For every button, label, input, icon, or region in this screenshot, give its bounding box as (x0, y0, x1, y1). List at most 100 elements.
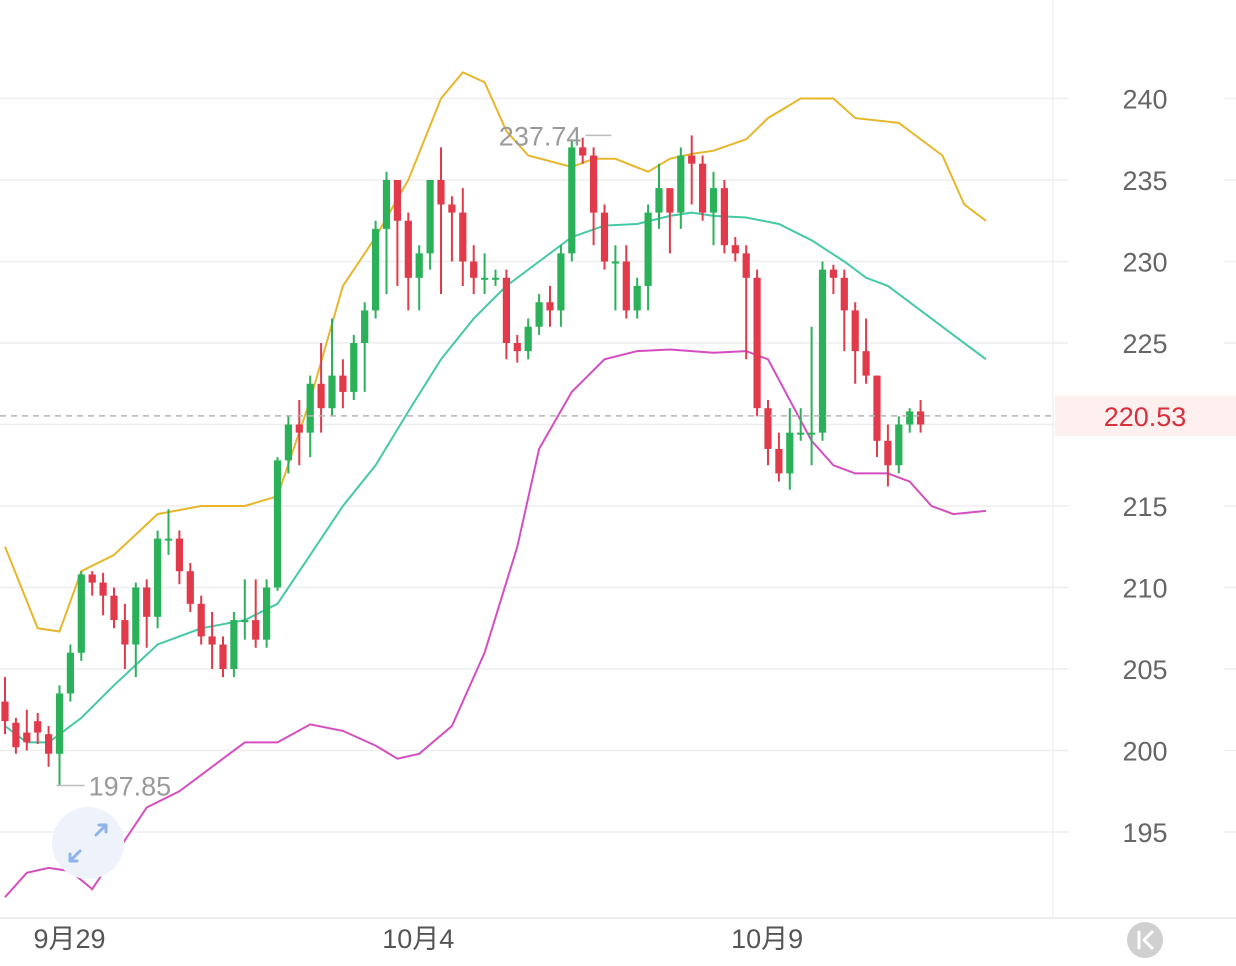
candle-body[interactable] (797, 432, 805, 435)
candle-body[interactable] (164, 538, 173, 541)
candle-body[interactable] (677, 155, 685, 213)
candle-body[interactable] (709, 188, 718, 213)
candle-body[interactable] (252, 620, 260, 640)
collapse-left-icon (1137, 930, 1154, 950)
candle-body[interactable] (786, 432, 794, 474)
candle-body[interactable] (546, 302, 554, 311)
candle-body[interactable] (699, 163, 707, 213)
candle-body[interactable] (23, 732, 31, 743)
candle-body[interactable] (851, 310, 859, 352)
y-tick-label: 200 (1122, 737, 1167, 767)
y-tick-label: 230 (1122, 248, 1167, 278)
candle-body[interactable] (917, 411, 925, 425)
candle-body[interactable] (906, 411, 914, 425)
candle-body[interactable] (273, 460, 282, 588)
bollinger-lower-line (4, 348, 987, 898)
candle-body[interactable] (448, 204, 456, 213)
candle-body[interactable] (66, 652, 74, 694)
candle-body[interactable] (731, 245, 739, 254)
y-tick-label: 195 (1122, 818, 1167, 848)
candle-body[interactable] (840, 277, 848, 311)
candle-body[interactable] (633, 285, 641, 311)
candle-body[interactable] (818, 269, 827, 433)
candle-body[interactable] (350, 343, 358, 392)
candle-body[interactable] (437, 180, 445, 205)
current-price-label: 220.53 (1104, 402, 1187, 432)
candle-body[interactable] (829, 269, 837, 278)
candle-body[interactable] (143, 587, 151, 617)
candle-body[interactable] (470, 261, 478, 278)
candle-body[interactable] (208, 636, 216, 645)
candle-body[interactable] (55, 693, 64, 754)
candle-body[interactable] (154, 538, 162, 617)
candle-body[interactable] (121, 620, 129, 645)
candle-body[interactable] (568, 147, 576, 254)
candle-body[interactable] (404, 220, 412, 278)
candle-body[interactable] (284, 424, 292, 461)
candle-body[interactable] (644, 212, 652, 286)
candle-body[interactable] (263, 587, 271, 640)
candle-body[interactable] (415, 253, 423, 278)
candle-body[interactable] (186, 571, 194, 604)
candle-body[interactable] (895, 424, 903, 466)
candle-body[interactable] (382, 180, 391, 229)
y-tick-label: 240 (1122, 85, 1167, 115)
candle-body[interactable] (688, 155, 696, 164)
candle-body[interactable] (808, 432, 816, 435)
candle-body[interactable] (753, 277, 761, 409)
candle-body[interactable] (666, 188, 674, 213)
candle-body[interactable] (12, 722, 20, 748)
candle-body[interactable] (230, 620, 238, 669)
candle-body[interactable] (317, 383, 325, 409)
candle-body[interactable] (361, 310, 369, 343)
candle-body[interactable] (720, 188, 728, 246)
candle-body[interactable] (241, 620, 249, 623)
candle-body[interactable] (306, 383, 314, 433)
y-tick-label: 215 (1122, 492, 1167, 522)
candle-body[interactable] (513, 343, 521, 352)
candle-body[interactable] (600, 212, 609, 262)
candle-body[interactable] (742, 253, 750, 278)
candle-body[interactable] (579, 147, 587, 156)
candle-body[interactable] (884, 440, 892, 466)
candle-body[interactable] (764, 408, 772, 449)
candle-body[interactable] (524, 326, 532, 352)
candle-body[interactable] (590, 155, 598, 213)
candle-body[interactable] (557, 253, 565, 311)
candle-body[interactable] (1, 701, 9, 722)
candle-body[interactable] (502, 277, 510, 343)
candle-body[interactable] (873, 375, 881, 441)
candle-body[interactable] (611, 261, 619, 264)
candle-body[interactable] (99, 582, 107, 596)
candle-body[interactable] (535, 302, 543, 327)
candle-body[interactable] (295, 424, 303, 433)
candle-body[interactable] (88, 574, 96, 583)
candle-body[interactable] (862, 351, 870, 376)
x-tick-label: 9月29 (33, 924, 105, 954)
candle-body[interactable] (426, 180, 434, 254)
candle-body[interactable] (45, 734, 53, 754)
candle-body[interactable] (655, 188, 663, 213)
candle-body[interactable] (775, 448, 783, 474)
candle-body[interactable] (132, 587, 140, 645)
expand-arrows-icon (68, 823, 108, 863)
candle-body[interactable] (110, 595, 118, 621)
candle-body[interactable] (393, 180, 401, 221)
candle-body[interactable] (328, 375, 336, 409)
candle-body[interactable] (491, 277, 500, 280)
candle-body[interactable] (481, 277, 489, 280)
candle-body[interactable] (197, 603, 205, 637)
candle-body[interactable] (34, 721, 42, 733)
x-tick-label: 10月9 (731, 924, 803, 954)
y-tick-label: 235 (1122, 166, 1167, 196)
candle-body[interactable] (459, 212, 467, 262)
expand-button[interactable] (52, 807, 124, 879)
candle-body[interactable] (77, 574, 85, 653)
candle-body[interactable] (622, 261, 630, 311)
candle-body[interactable] (339, 375, 347, 392)
candle-body[interactable] (372, 228, 380, 311)
candle-body[interactable] (219, 644, 227, 669)
candle-body[interactable] (175, 538, 183, 572)
